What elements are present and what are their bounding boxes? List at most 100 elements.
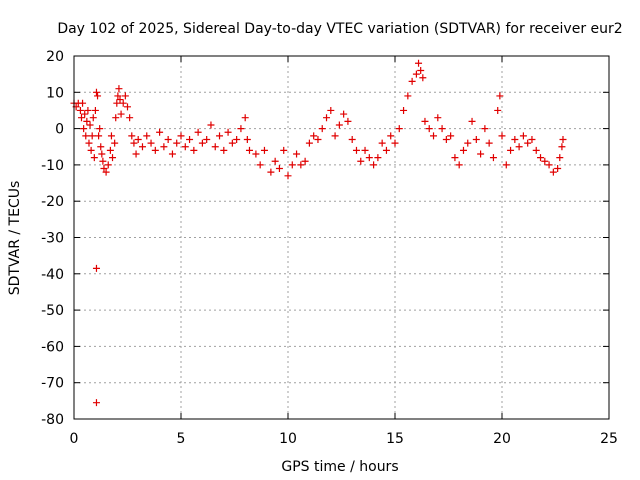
data-point (151, 146, 159, 154)
data-point (549, 168, 557, 176)
data-point (243, 135, 251, 143)
data-point (421, 117, 429, 125)
data-point (177, 132, 185, 140)
data-point (472, 135, 480, 143)
data-point (468, 117, 476, 125)
y-tick-label: -10 (41, 158, 64, 174)
data-point (77, 114, 85, 122)
data-point (301, 157, 309, 165)
data-point (92, 88, 100, 96)
data-point (532, 146, 540, 154)
data-point (96, 125, 104, 133)
data-point (84, 106, 92, 114)
x-tick-label: 0 (70, 431, 79, 447)
data-point (528, 135, 536, 143)
data-point (119, 99, 127, 107)
data-point (370, 161, 378, 169)
grid-lines (74, 56, 609, 419)
data-point (335, 121, 343, 129)
data-point (216, 132, 224, 140)
data-point (434, 114, 442, 122)
data-points (70, 59, 567, 407)
data-point (498, 132, 506, 140)
x-tick-label: 20 (493, 431, 511, 447)
data-point (361, 146, 369, 154)
data-point (164, 135, 172, 143)
data-point (220, 146, 228, 154)
data-point (459, 146, 467, 154)
axis-ticks: 20 10 0 -10 -20 -30 -40 -50 -60 -70 -80 0 5 10 15 20 25 (41, 49, 618, 447)
data-point (97, 143, 105, 151)
data-point (502, 161, 510, 169)
data-point (400, 106, 408, 114)
data-point (181, 143, 189, 151)
data-point (391, 139, 399, 147)
y-tick-label: -70 (41, 376, 64, 392)
data-point (323, 114, 331, 122)
data-point (314, 135, 322, 143)
y-tick-label: 20 (46, 49, 64, 65)
data-point (194, 128, 202, 136)
data-point (357, 157, 365, 165)
data-point (284, 172, 292, 180)
data-point (395, 125, 403, 133)
data-point (442, 135, 450, 143)
data-point (116, 96, 124, 104)
data-point (147, 139, 155, 147)
data-point (126, 114, 134, 122)
data-point (203, 135, 211, 143)
data-point (417, 67, 425, 75)
data-point (408, 77, 416, 85)
data-point (256, 161, 264, 169)
data-point (288, 161, 296, 169)
y-tick-label: -40 (41, 267, 64, 283)
data-point (382, 146, 390, 154)
y-axis-label: SDTVAR / TECUs (7, 181, 23, 296)
data-point (494, 106, 502, 114)
data-point (94, 92, 102, 100)
data-point (117, 110, 125, 118)
data-point (425, 125, 433, 133)
data-point (95, 132, 103, 140)
data-point (168, 150, 176, 158)
data-point (275, 165, 283, 173)
data-point (207, 121, 215, 129)
data-point (404, 92, 412, 100)
data-point (245, 146, 253, 154)
data-point (430, 132, 438, 140)
data-point (481, 125, 489, 133)
plot-frame (73, 55, 610, 420)
data-point (318, 125, 326, 133)
data-point (485, 139, 493, 147)
x-axis-label: GPS time / hours (281, 459, 398, 475)
data-point (352, 146, 360, 154)
data-point (113, 99, 121, 107)
data-point (82, 132, 90, 140)
data-point (143, 132, 151, 140)
data-point (233, 135, 241, 143)
data-point (92, 399, 100, 407)
data-point (541, 157, 549, 165)
data-point (173, 139, 181, 147)
data-point (98, 150, 106, 158)
data-point (344, 117, 352, 125)
y-tick-label: 10 (46, 85, 64, 101)
x-tick-label: 5 (177, 431, 186, 447)
data-point (132, 150, 140, 158)
data-point (115, 85, 123, 93)
data-point (85, 139, 93, 147)
data-point (327, 106, 335, 114)
data-point (81, 110, 89, 118)
data-point (556, 154, 564, 162)
y-tick-label: -80 (41, 412, 64, 428)
y-tick-label: -20 (41, 194, 64, 210)
y-tick-label: -30 (41, 231, 64, 247)
data-point (124, 103, 131, 111)
data-point (412, 70, 420, 78)
data-point (515, 143, 523, 151)
data-point (260, 146, 268, 154)
data-point (79, 99, 87, 107)
data-point (280, 146, 288, 154)
data-point (331, 132, 339, 140)
data-point (252, 150, 260, 158)
